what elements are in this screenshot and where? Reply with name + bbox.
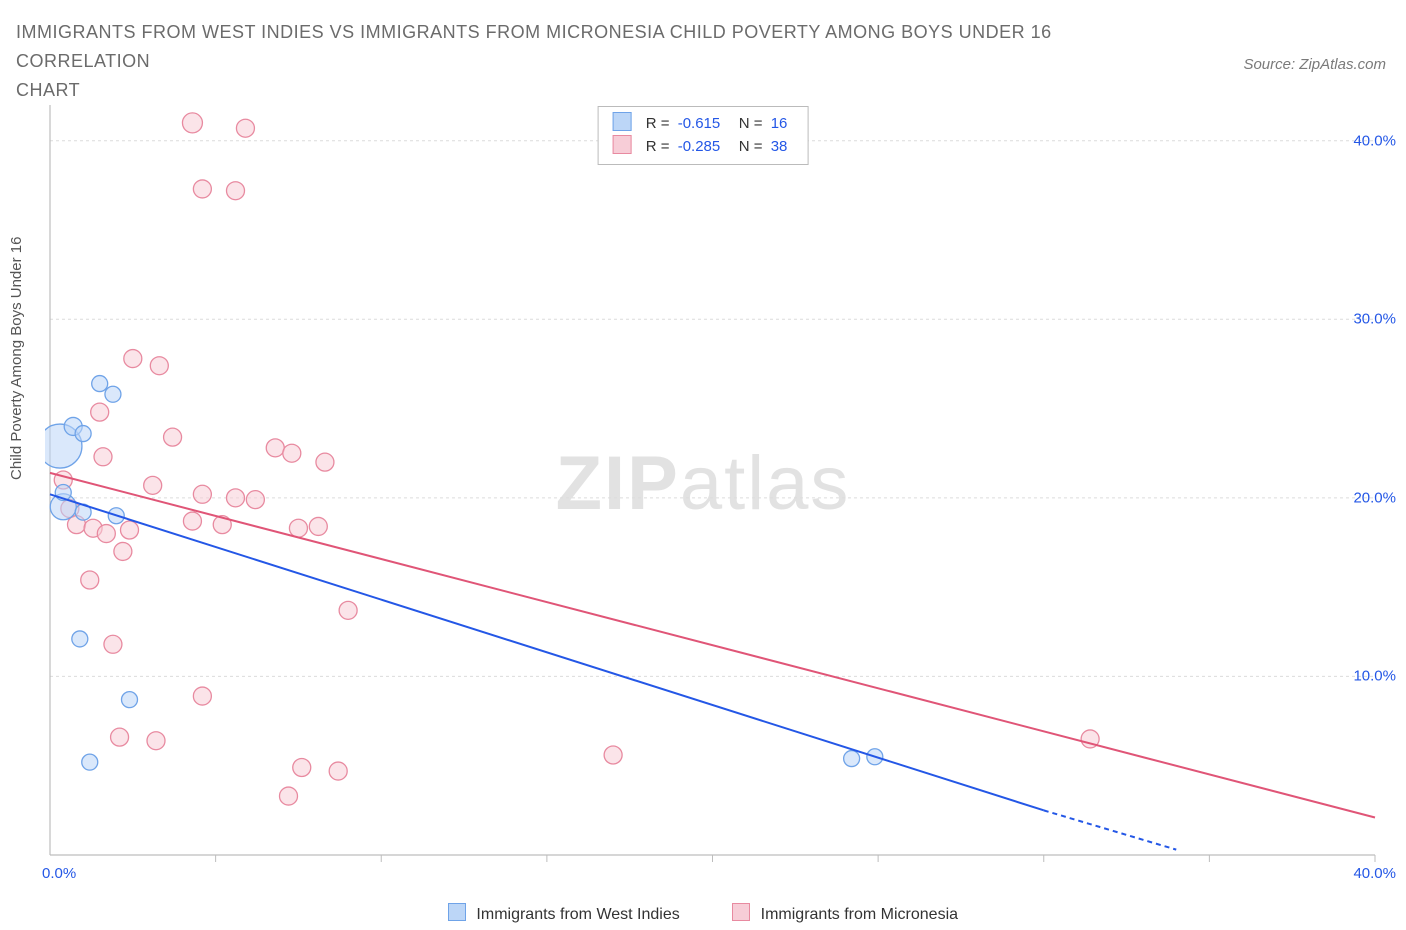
r-value-2: -0.285: [678, 138, 721, 155]
n-value-1: 16: [771, 115, 788, 132]
y-axis-tick-label: 10.0%: [1353, 668, 1396, 685]
scatter-chart: [45, 100, 1385, 870]
y-axis-tick-label: 30.0%: [1353, 311, 1396, 328]
n-label-2: N =: [739, 138, 763, 155]
r-value-1: -0.615: [678, 115, 721, 132]
legend-swatch-series1-bottom: [448, 903, 466, 921]
legend-row-series1: R = -0.615 N = 16: [613, 112, 794, 135]
legend-item-series1: Immigrants from West Indies: [448, 906, 684, 923]
n-label-1: N =: [739, 115, 763, 132]
legend-swatch-series1: [613, 112, 632, 131]
legend-label-series1: Immigrants from West Indies: [476, 906, 679, 923]
title-line-1: IMMIGRANTS FROM WEST INDIES VS IMMIGRANT…: [16, 18, 1096, 76]
x-axis-max-label: 40.0%: [1353, 865, 1396, 882]
n-value-2: 38: [771, 138, 788, 155]
r-label-2: R =: [646, 138, 670, 155]
chart-title: IMMIGRANTS FROM WEST INDIES VS IMMIGRANT…: [16, 18, 1096, 104]
x-axis-min-label: 0.0%: [42, 865, 76, 882]
legend-swatch-series2-bottom: [732, 903, 750, 921]
legend-row-series2: R = -0.285 N = 38: [613, 135, 794, 158]
plot-svg: [45, 100, 1385, 870]
legend-label-series2: Immigrants from Micronesia: [761, 906, 958, 923]
correlation-legend: R = -0.615 N = 16 R = -0.285 N = 38: [598, 106, 809, 165]
series-legend: Immigrants from West Indies Immigrants f…: [0, 903, 1406, 924]
y-axis-tick-label: 40.0%: [1353, 132, 1396, 149]
source-attribution: Source: ZipAtlas.com: [1243, 56, 1386, 73]
y-axis-label: Child Poverty Among Boys Under 16: [8, 237, 25, 480]
r-label-1: R =: [646, 115, 670, 132]
legend-swatch-series2: [613, 135, 632, 154]
y-axis-tick-label: 20.0%: [1353, 489, 1396, 506]
legend-item-series2: Immigrants from Micronesia: [732, 906, 958, 923]
